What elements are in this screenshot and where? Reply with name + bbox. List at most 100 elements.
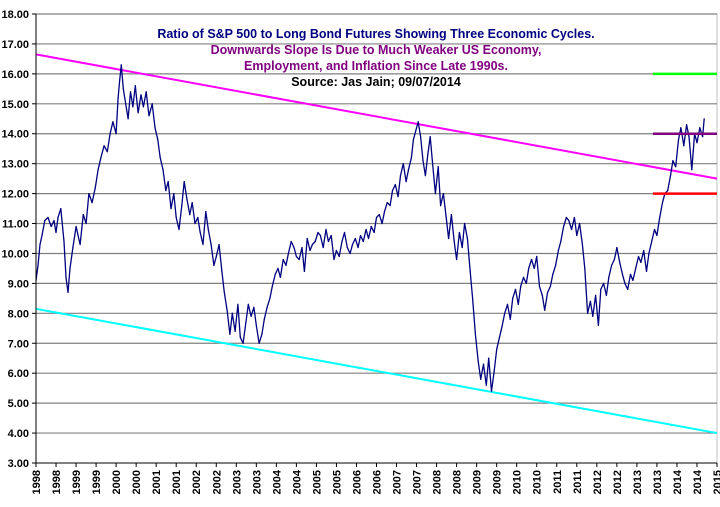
data-point xyxy=(72,246,74,249)
data-point xyxy=(333,258,335,261)
data-point xyxy=(103,145,105,147)
data-point xyxy=(587,312,589,314)
data-point xyxy=(669,175,672,177)
data-point xyxy=(632,279,634,281)
data-point xyxy=(417,121,419,123)
y-tick-label: 17.00 xyxy=(1,39,29,51)
y-tick-label: 10.00 xyxy=(1,248,29,260)
chart-subtitle-line-2: Employment, and Inflation Since Late 199… xyxy=(244,59,508,73)
data-point xyxy=(175,216,177,219)
data-point xyxy=(445,216,447,219)
x-tick-label: 2015 xyxy=(712,470,720,494)
data-point xyxy=(298,258,300,261)
data-point xyxy=(117,97,119,99)
data-point xyxy=(170,208,172,210)
data-point xyxy=(261,333,263,335)
data-point xyxy=(151,103,153,105)
data-point xyxy=(402,163,404,165)
data-point xyxy=(506,303,509,305)
data-point xyxy=(645,270,648,272)
data-point xyxy=(44,219,46,222)
x-tick-label: 2010 xyxy=(512,470,524,494)
data-point xyxy=(325,228,327,231)
data-point xyxy=(290,240,292,243)
data-point xyxy=(509,318,511,320)
data-point xyxy=(57,216,59,219)
data-point xyxy=(213,264,215,266)
data-point xyxy=(597,324,600,326)
data-point xyxy=(41,234,43,237)
data-point xyxy=(91,202,93,204)
data-point xyxy=(266,306,268,308)
data-point xyxy=(100,157,102,159)
data-point xyxy=(488,357,490,359)
x-tick-label: 2007 xyxy=(392,470,404,494)
y-tick-label: 15.00 xyxy=(1,99,29,111)
data-point xyxy=(335,249,337,252)
data-point xyxy=(223,291,225,293)
data-point xyxy=(322,246,324,249)
data-point xyxy=(165,190,167,192)
data-point xyxy=(397,196,399,198)
data-point xyxy=(696,142,698,144)
data-point xyxy=(453,240,455,243)
data-point xyxy=(218,243,220,246)
data-point xyxy=(520,285,522,287)
trendlines xyxy=(35,53,718,435)
data-point xyxy=(627,288,629,290)
data-point xyxy=(680,127,682,129)
data-point xyxy=(285,264,287,266)
data-point xyxy=(47,216,49,219)
data-point xyxy=(568,219,570,222)
data-point xyxy=(191,202,193,204)
data-point xyxy=(391,190,394,192)
data-point xyxy=(255,324,257,326)
data-point xyxy=(55,231,57,234)
data-point xyxy=(189,214,191,216)
data-point xyxy=(140,94,142,96)
data-point xyxy=(346,246,348,249)
data-point xyxy=(667,190,669,192)
data-point xyxy=(362,240,364,243)
data-point xyxy=(482,363,485,365)
x-tick-label: 1999 xyxy=(91,470,103,494)
x-tick-label: 2012 xyxy=(612,470,624,494)
data-point xyxy=(485,384,487,386)
data-point xyxy=(677,139,680,141)
chart-source: Source: Jas Jain; 09/07/2014 xyxy=(291,75,461,89)
x-tick-label: 2004 xyxy=(291,469,303,494)
x-tick-label: 2011 xyxy=(552,470,564,494)
data-point xyxy=(181,205,183,207)
series xyxy=(35,64,705,392)
x-tick-label: 2007 xyxy=(412,470,424,494)
x-tick-label: 2008 xyxy=(432,470,444,494)
data-point xyxy=(82,214,84,216)
data-point xyxy=(621,273,624,275)
data-point xyxy=(357,246,359,249)
data-point xyxy=(142,106,144,108)
x-tick-label: 2013 xyxy=(652,470,664,494)
data-point xyxy=(429,136,431,138)
x-tick-label: 1999 xyxy=(71,470,83,494)
y-tick-label: 13.00 xyxy=(1,159,29,171)
data-point xyxy=(640,261,642,263)
data-point xyxy=(231,312,233,314)
data-point xyxy=(399,175,402,177)
data-point xyxy=(287,252,289,255)
data-point xyxy=(595,294,597,296)
data-point xyxy=(186,199,188,201)
x-tick-label: 2001 xyxy=(151,470,163,494)
data-point xyxy=(514,288,517,290)
data-point xyxy=(528,267,530,269)
x-tick-label: 2004 xyxy=(271,469,283,494)
data-point xyxy=(210,243,212,246)
data-point xyxy=(125,103,127,105)
data-point xyxy=(412,139,414,141)
data-point xyxy=(589,300,592,302)
data-point xyxy=(450,214,452,216)
x-tick-label: 2000 xyxy=(131,470,143,494)
data-point xyxy=(477,360,479,362)
data-point xyxy=(381,222,383,225)
x-tick-label: 2001 xyxy=(171,470,183,494)
data-point xyxy=(317,231,319,234)
